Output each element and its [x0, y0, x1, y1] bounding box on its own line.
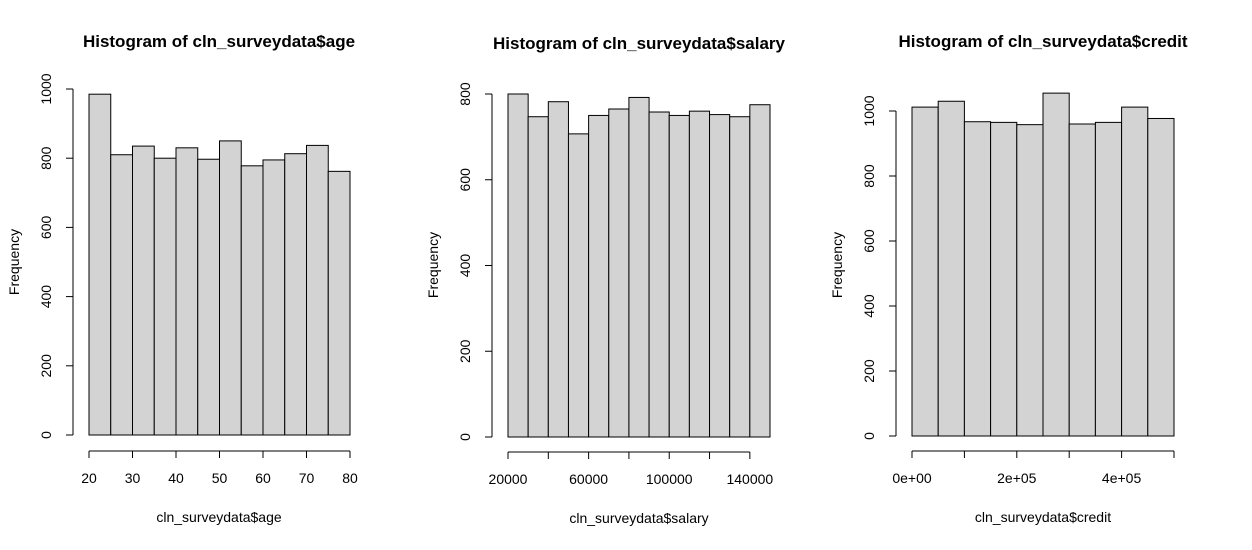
x-axis-label: cln_surveydata$age: [156, 509, 282, 525]
x-tick-label: 80: [342, 470, 358, 486]
x-axis-label: cln_surveydata$salary: [569, 510, 708, 526]
y-tick-label: 200: [457, 339, 473, 363]
histogram-panel-3: Histogram of cln_surveydata$credit cln_su…: [829, 32, 1188, 525]
histogram-bar: [668, 114, 690, 438]
y-axis-label: Frequency: [425, 232, 441, 298]
histogram-bar: [1094, 121, 1123, 437]
x-tick-label: 20000: [489, 471, 528, 487]
histogram-bar: [567, 133, 590, 438]
y-tick-label: 0: [861, 432, 877, 440]
histogram-bar: [327, 170, 351, 436]
histogram-bar: [306, 144, 329, 436]
y-tick-label: 400: [38, 285, 54, 309]
histogram-bar: [729, 116, 751, 438]
y-tick-label: 400: [457, 254, 473, 278]
histogram-bar: [175, 147, 199, 436]
y-tick-label: 200: [38, 354, 54, 378]
histogram-bar: [527, 116, 549, 438]
y-tick-label: 0: [38, 431, 54, 439]
x-tick-label: 50: [212, 470, 228, 486]
x-tick-label: 140000: [726, 471, 773, 487]
histogram-bar: [219, 140, 242, 436]
histogram-bar: [1121, 106, 1149, 437]
histogram-bar: [749, 104, 771, 438]
histogram-bar: [1068, 123, 1096, 437]
histogram-bar: [911, 106, 939, 437]
histogram-bar: [688, 110, 711, 438]
histogram-panel-1: Histogram of cln_surveydata$age cln_surve…: [6, 32, 358, 525]
y-tick-label: 800: [38, 146, 54, 170]
y-tick-label: 1000: [861, 95, 877, 126]
x-tick-label: 20: [81, 470, 97, 486]
x-tick-label: 2e+05: [997, 470, 1037, 486]
y-tick-label: 0: [457, 433, 473, 441]
x-tick-label: 60000: [569, 471, 608, 487]
x-tick-label: 100000: [646, 471, 693, 487]
histogram-bar: [284, 153, 307, 436]
x-tick-label: 4e+05: [1102, 470, 1142, 486]
chart-title: Histogram of cln_surveydata$age: [83, 32, 355, 51]
y-axis-label: Frequency: [6, 229, 22, 295]
histogram-bar: [937, 100, 965, 437]
histogram-bar: [240, 165, 264, 436]
x-tick-label: 30: [125, 470, 141, 486]
y-tick-label: 600: [457, 168, 473, 192]
x-axis-label: cln_surveydata$credit: [975, 509, 1111, 525]
y-tick-label: 600: [38, 216, 54, 240]
histogram-bar: [547, 101, 569, 438]
histogram-bar: [1147, 117, 1175, 437]
x-tick-label: 40: [168, 470, 184, 486]
x-tick-label: 0e+00: [892, 470, 932, 486]
histogram-bar: [88, 93, 112, 436]
histogram-bar: [1042, 92, 1070, 437]
chart-title: Histogram of cln_surveydata$credit: [898, 32, 1187, 51]
histogram-bar: [262, 159, 286, 436]
histogram-bar: [507, 93, 529, 438]
y-tick-label: 800: [457, 82, 473, 106]
histogram-bar: [628, 96, 650, 438]
x-tick-label: 70: [299, 470, 315, 486]
y-tick-label: 400: [861, 294, 877, 318]
histogram-bar: [990, 121, 1018, 437]
histogram-bar: [709, 114, 731, 438]
histogram-bar: [588, 114, 610, 438]
y-tick-label: 800: [861, 164, 877, 188]
histogram-bar: [1016, 124, 1044, 437]
histogram-bar: [608, 108, 630, 438]
histogram-bar: [963, 121, 992, 437]
histogram-bar: [110, 154, 133, 436]
histogram-bar: [132, 145, 155, 436]
y-tick-label: 600: [861, 229, 877, 253]
chart-title: Histogram of cln_surveydata$salary: [493, 34, 786, 53]
histogram-panel-2: Histogram of cln_surveydata$salary cln_su…: [425, 34, 786, 526]
histogram-bar: [197, 158, 220, 436]
y-axis-label: Frequency: [829, 232, 845, 298]
x-tick-label: 60: [255, 470, 271, 486]
histogram-bar: [153, 157, 177, 436]
y-tick-label: 200: [861, 359, 877, 383]
y-tick-label: 1000: [38, 73, 54, 104]
histogram-bar: [648, 111, 670, 438]
